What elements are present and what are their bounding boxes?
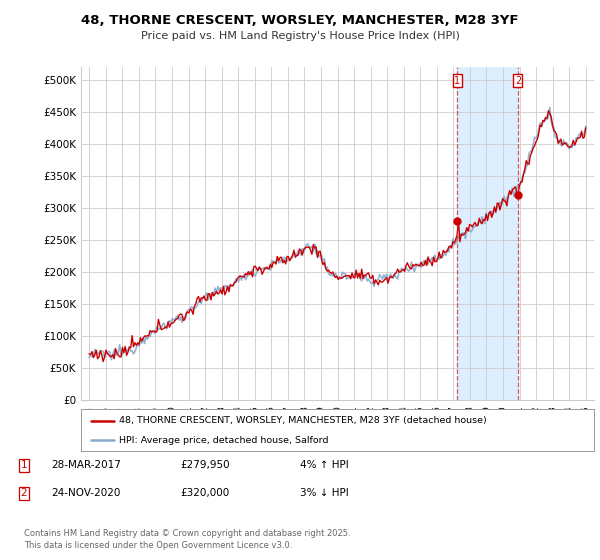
Text: 1: 1 [20, 460, 28, 470]
Text: 1: 1 [454, 76, 460, 86]
Text: 28-MAR-2017: 28-MAR-2017 [51, 460, 121, 470]
Text: £320,000: £320,000 [180, 488, 229, 498]
Text: 2: 2 [20, 488, 28, 498]
Text: £279,950: £279,950 [180, 460, 230, 470]
Text: 24-NOV-2020: 24-NOV-2020 [51, 488, 121, 498]
Text: 2: 2 [515, 76, 521, 86]
Text: 4% ↑ HPI: 4% ↑ HPI [300, 460, 349, 470]
Text: 3% ↓ HPI: 3% ↓ HPI [300, 488, 349, 498]
Text: Contains HM Land Registry data © Crown copyright and database right 2025.
This d: Contains HM Land Registry data © Crown c… [24, 529, 350, 550]
Text: 48, THORNE CRESCENT, WORSLEY, MANCHESTER, M28 3YF (detached house): 48, THORNE CRESCENT, WORSLEY, MANCHESTER… [119, 416, 487, 425]
Text: Price paid vs. HM Land Registry's House Price Index (HPI): Price paid vs. HM Land Registry's House … [140, 31, 460, 41]
Text: 48, THORNE CRESCENT, WORSLEY, MANCHESTER, M28 3YF: 48, THORNE CRESCENT, WORSLEY, MANCHESTER… [81, 14, 519, 27]
Text: HPI: Average price, detached house, Salford: HPI: Average price, detached house, Salf… [119, 436, 329, 445]
Bar [457, 67, 518, 400]
